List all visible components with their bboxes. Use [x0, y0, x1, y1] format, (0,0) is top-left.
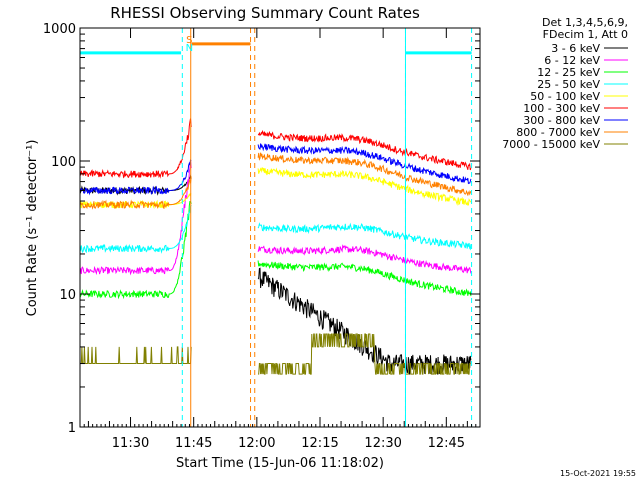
axis-layer: 1 10 100 1000 11:30 11:45 12:00 12:15 12:30 12:45 — [43, 22, 481, 451]
legend-entry: 300 - 800 keV — [523, 114, 600, 127]
y-tick-label: 1 — [68, 421, 76, 436]
legend: Det 1,3,4,5,6,9,FDecim 1, Att 03 - 6 keV… — [502, 16, 628, 151]
series-line-4 — [79, 204, 472, 254]
legend-entry: 50 - 100 keV — [530, 90, 600, 103]
chart-title: RHESSI Observing Summary Count Rates — [110, 4, 420, 22]
x-tick-label: 12:45 — [428, 436, 465, 451]
legend-header: FDecim 1, Att 0 — [543, 28, 628, 41]
legend-entry: 25 - 50 keV — [537, 78, 600, 91]
plot-frame — [79, 27, 481, 428]
series-line-9 — [80, 333, 471, 375]
x-tick-label: 11:45 — [175, 436, 212, 451]
legend-entry: 7000 - 15000 keV — [502, 138, 600, 151]
x-tick-label: 12:00 — [238, 436, 275, 451]
series-line-2 — [79, 159, 472, 276]
x-tick-label: 12:15 — [301, 436, 338, 451]
legend-entry: 800 - 7000 keV — [516, 126, 600, 139]
series-line-6 — [79, 118, 472, 179]
legend-entry: 12 - 25 keV — [537, 66, 600, 79]
plot-layer: SN — [79, 28, 473, 427]
y-tick-label: 100 — [51, 155, 76, 170]
y-tick-label: 1000 — [43, 22, 76, 37]
series-line-7 — [79, 143, 472, 196]
legend-header: Det 1,3,4,5,6,9, — [542, 16, 628, 29]
legend-entry: 100 - 300 keV — [523, 102, 600, 115]
legend-entry: 3 - 6 keV — [551, 42, 600, 55]
marker-s: S — [186, 35, 192, 46]
y-tick-label: 10 — [59, 288, 76, 303]
series-line-3 — [79, 201, 472, 300]
y-axis-label: Count Rate (s⁻¹ detector⁻¹) — [25, 140, 40, 317]
marker-n: N — [186, 43, 193, 54]
series-line-8 — [79, 152, 472, 210]
x-axis-label: Start Time (15-Jun-06 11:18:02) — [176, 456, 384, 471]
legend-entry: 6 - 12 keV — [544, 54, 600, 67]
footer-date: 15-Oct-2021 19:55 — [560, 469, 636, 478]
x-tick-label: 11:30 — [112, 436, 149, 451]
x-tick-label: 12:30 — [364, 436, 401, 451]
